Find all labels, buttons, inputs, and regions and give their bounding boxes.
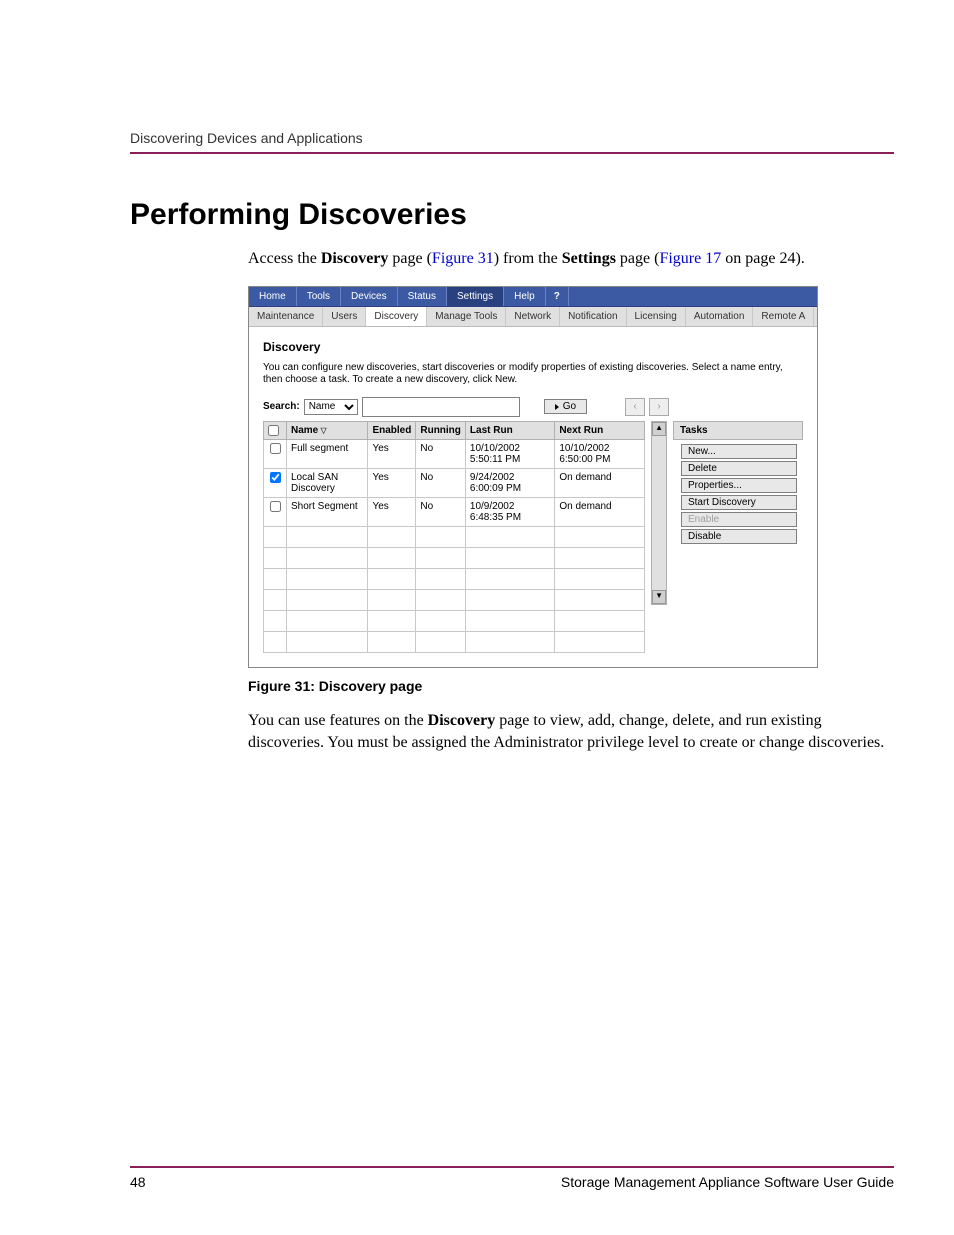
column-header-enabled[interactable]: Enabled (368, 421, 416, 439)
table-row[interactable]: Full segmentYesNo10/10/2002 5:50:11 PM10… (264, 439, 645, 468)
secondary-tab-bar: MaintenanceUsersDiscoveryManage ToolsNet… (249, 307, 817, 327)
search-field-select[interactable]: Name (304, 399, 358, 415)
table-row[interactable]: Local SAN DiscoveryYesNo9/24/2002 6:00:0… (264, 468, 645, 497)
search-label: Search: (263, 401, 300, 412)
table-row-empty (264, 589, 645, 610)
secondary-tab-discovery[interactable]: Discovery (366, 307, 427, 326)
cell-enabled: Yes (368, 497, 416, 526)
page-footer: 48 Storage Management Appliance Software… (130, 1166, 894, 1190)
row-checkbox[interactable] (264, 497, 287, 526)
primary-tab-bar: HomeToolsDevicesStatusSettingsHelp? (249, 287, 817, 307)
scroll-down-icon[interactable]: ▼ (652, 590, 666, 604)
cell-last: 9/24/2002 6:00:09 PM (465, 468, 554, 497)
column-header-last-run[interactable]: Last Run (465, 421, 554, 439)
cell-name: Full segment (287, 439, 368, 468)
table-row-empty (264, 610, 645, 631)
task-start-discovery[interactable]: Start Discovery (681, 495, 797, 510)
cell-enabled: Yes (368, 439, 416, 468)
cell-enabled: Yes (368, 468, 416, 497)
table-row[interactable]: Short SegmentYesNo10/9/2002 6:48:35 PMOn… (264, 497, 645, 526)
tasks-panel: Tasks New... Delete Properties... Start Dis… (673, 421, 803, 546)
task-disable[interactable]: Disable (681, 529, 797, 544)
page-heading: Performing Discoveries (130, 198, 894, 232)
figure-caption: Figure 31: Discovery page (248, 678, 894, 694)
section-title: Discovery (263, 341, 803, 354)
row-checkbox[interactable] (264, 439, 287, 468)
cell-next: 10/10/2002 6:50:00 PM (555, 439, 645, 468)
go-button-label: Go (563, 401, 576, 412)
table-row-empty (264, 526, 645, 547)
primary-tab-tools[interactable]: Tools (297, 287, 341, 306)
secondary-tab-maintenance[interactable]: Maintenance (249, 307, 323, 326)
intro-paragraph: Access the Discovery page (Figure 31) fr… (248, 248, 894, 270)
cell-running: No (416, 497, 466, 526)
secondary-tab-remote-a[interactable]: Remote A (753, 307, 814, 326)
table-scrollbar[interactable]: ▲ ▼ (651, 421, 667, 605)
primary-tab-home[interactable]: Home (249, 287, 297, 306)
secondary-tab-manage-tools[interactable]: Manage Tools (427, 307, 506, 326)
cell-last: 10/9/2002 6:48:35 PM (465, 497, 554, 526)
task-enable: Enable (681, 512, 797, 527)
row-checkbox[interactable] (264, 468, 287, 497)
section-description: You can configure new discoveries, start… (263, 362, 803, 387)
go-button[interactable]: Go (544, 399, 587, 414)
page-next-button[interactable]: › (649, 398, 669, 416)
secondary-tab-automation[interactable]: Automation (686, 307, 754, 326)
secondary-tab-network[interactable]: Network (506, 307, 560, 326)
page-prev-button[interactable]: ‹ (625, 398, 645, 416)
column-header-next-run[interactable]: Next Run (555, 421, 645, 439)
task-delete[interactable]: Delete (681, 461, 797, 476)
help-icon[interactable]: ? (546, 287, 569, 306)
secondary-tab-licensing[interactable]: Licensing (627, 307, 686, 326)
play-icon (555, 404, 559, 410)
page-number: 48 (130, 1174, 146, 1190)
secondary-tab-notification[interactable]: Notification (560, 307, 626, 326)
tasks-header: Tasks (673, 421, 803, 440)
cell-name: Short Segment (287, 497, 368, 526)
primary-tab-settings[interactable]: Settings (447, 287, 504, 306)
primary-tab-status[interactable]: Status (398, 287, 447, 306)
task-new[interactable]: New... (681, 444, 797, 459)
discovery-table: NameEnabledRunningLast RunNext Run Full … (263, 421, 645, 653)
table-row-empty (264, 631, 645, 652)
task-properties[interactable]: Properties... (681, 478, 797, 493)
cell-running: No (416, 468, 466, 497)
document-title: Storage Management Appliance Software Us… (561, 1174, 894, 1190)
table-row-empty (264, 568, 645, 589)
cell-next: On demand (555, 468, 645, 497)
primary-tab-devices[interactable]: Devices (341, 287, 398, 306)
scroll-up-icon[interactable]: ▲ (652, 422, 666, 436)
screenshot-discovery-page: HomeToolsDevicesStatusSettingsHelp? Main… (248, 286, 818, 668)
cell-next: On demand (555, 497, 645, 526)
table-row-empty (264, 547, 645, 568)
cell-last: 10/10/2002 5:50:11 PM (465, 439, 554, 468)
primary-tab-help[interactable]: Help (504, 287, 546, 306)
running-header: Discovering Devices and Applications (130, 130, 894, 154)
select-all-checkbox[interactable] (264, 421, 287, 439)
secondary-tab-users[interactable]: Users (323, 307, 366, 326)
column-header-name[interactable]: Name (287, 421, 368, 439)
column-header-running[interactable]: Running (416, 421, 466, 439)
cell-name: Local SAN Discovery (287, 468, 368, 497)
cell-running: No (416, 439, 466, 468)
followup-paragraph: You can use features on the Discovery pa… (248, 710, 894, 753)
search-text-input[interactable] (362, 397, 520, 417)
